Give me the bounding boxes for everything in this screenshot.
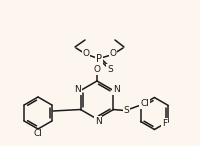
Text: N: N xyxy=(113,85,120,94)
Text: N: N xyxy=(95,117,101,126)
Text: N: N xyxy=(74,85,81,94)
Text: P: P xyxy=(96,54,102,64)
Text: Cl: Cl xyxy=(34,130,42,139)
Text: S: S xyxy=(124,106,129,115)
Text: O: O xyxy=(83,49,90,59)
Text: Cl: Cl xyxy=(140,99,149,108)
Text: O: O xyxy=(94,66,101,74)
Text: O: O xyxy=(110,49,116,59)
Text: F: F xyxy=(162,119,167,128)
Text: S: S xyxy=(107,65,113,73)
